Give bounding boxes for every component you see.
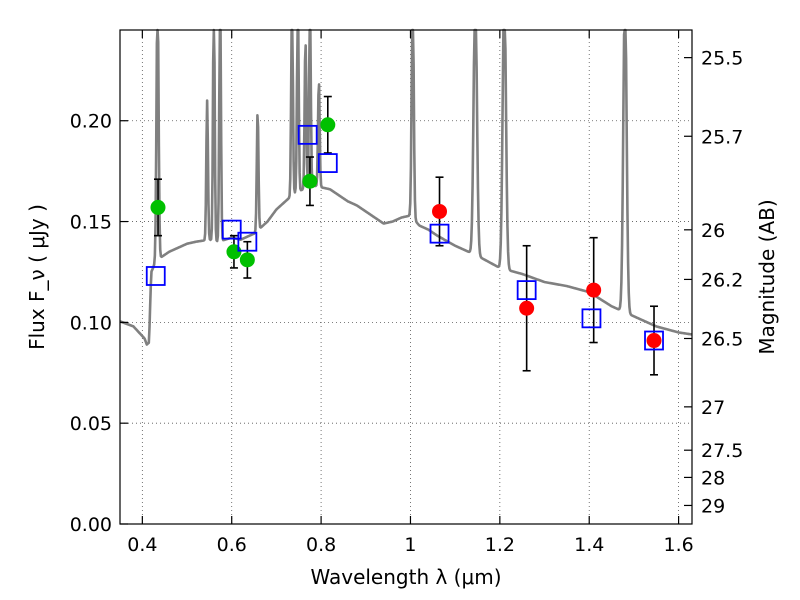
data-points-layer (145, 95, 664, 376)
model-square-marker (317, 153, 338, 173)
right-tick-label: 27 (701, 397, 725, 419)
x-tick-label: 1.4 (574, 534, 604, 556)
red-data-point (519, 300, 535, 316)
green-data-point (150, 199, 166, 215)
red-data-point (646, 333, 662, 349)
plot-area-frame (119, 29, 693, 525)
model-square-marker (237, 231, 258, 252)
y-tick-label: 0.05 (70, 413, 112, 435)
spectrum-line (119, 28, 693, 346)
model-square-marker (516, 280, 537, 301)
y-axis-title: Flux F_ν ( μJy ) (25, 204, 49, 350)
x-tick-label: 1.6 (663, 534, 693, 556)
model-square-marker (429, 223, 450, 244)
red-data-point (432, 203, 448, 219)
right-tick-label: 27.5 (701, 440, 743, 462)
y-tick-label: 0.10 (70, 312, 112, 334)
model-square-marker (145, 266, 166, 286)
x-tick-label: 1.2 (485, 534, 515, 556)
y-tick-label: 0.00 (70, 514, 112, 536)
green-data-point (320, 117, 336, 133)
x-tick-label: 1 (404, 534, 416, 556)
right-tick-label: 26.2 (701, 269, 743, 291)
red-data-point (586, 282, 602, 298)
tick-layer: 0.4 0.6 0.8 1 1.2 1.4 1.6 0.00 0.05 0.10 0.15 0.20 2… (70, 30, 743, 556)
right-tick-label: 26.5 (701, 328, 743, 350)
model-square-marker (297, 124, 318, 145)
model-square-marker (221, 219, 242, 240)
right-axis-title: Magnitude (AB) (755, 199, 779, 354)
model-square-marker (581, 308, 602, 329)
right-tick-label: 26 (701, 220, 725, 242)
x-tick-label: 0.6 (217, 534, 247, 556)
x-tick-label: 0.8 (306, 534, 336, 556)
right-tick-label: 29 (701, 495, 725, 517)
right-tick-label: 28 (701, 467, 725, 489)
right-tick-label: 25.5 (701, 48, 743, 70)
spectrum-layer (119, 28, 693, 346)
x-tick-label: 0.4 (127, 534, 157, 556)
y-tick-label: 0.20 (70, 111, 112, 133)
y-tick-label: 0.15 (70, 212, 112, 234)
green-data-point (239, 252, 255, 268)
right-tick-label: 25.7 (701, 126, 743, 148)
model-square-marker (644, 330, 664, 351)
x-axis-title: Wavelength λ (μm) (310, 565, 501, 589)
green-data-point (302, 173, 318, 189)
